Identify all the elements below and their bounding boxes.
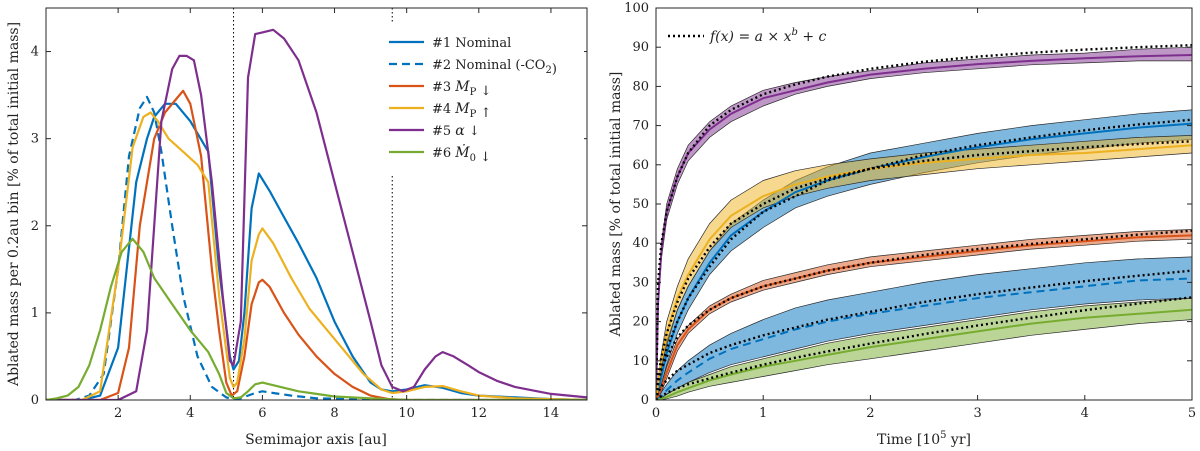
right-series-line-2 xyxy=(656,122,1192,400)
right-series-line-4 xyxy=(656,234,1192,400)
right-series-line-1 xyxy=(656,54,1192,400)
right-ytick-label: 70 xyxy=(632,119,649,134)
left-ytick-label: 3 xyxy=(31,132,39,147)
left-legend-label-2: #2 Nominal (-CO2) xyxy=(432,58,557,77)
right-band-upper-edge-6 xyxy=(656,297,1192,400)
left-x-axis-label: Semimajor axis [au] xyxy=(245,432,387,448)
left-xtick-label: 14 xyxy=(543,406,560,421)
right-ytick-label: 40 xyxy=(632,236,649,251)
left-xtick-label: 4 xyxy=(186,406,194,421)
right-xtick-label: 0 xyxy=(652,406,660,421)
right-ytick-label: 60 xyxy=(632,158,649,173)
left-series-line-5 xyxy=(46,28,587,400)
right-band-upper-edge-5 xyxy=(656,256,1192,400)
right-fit-line-5 xyxy=(656,269,1192,400)
right-fit-line-6 xyxy=(656,296,1192,400)
left-ytick-label: 1 xyxy=(31,306,39,321)
right-series-line-3 xyxy=(656,144,1192,400)
right-xtick-label: 3 xyxy=(973,406,981,421)
right-ytick-label: 10 xyxy=(632,354,649,369)
left-series-line-3 xyxy=(46,89,587,400)
right-band-lower-edge-1 xyxy=(656,60,1192,400)
right-band-6 xyxy=(656,298,1192,400)
left-legend-label-1: #1 Nominal xyxy=(432,36,511,51)
left-legend-label-6: #6 Ṁ0 ↓ xyxy=(432,143,491,165)
right-xtick-label: 4 xyxy=(1081,406,1089,421)
right-ytick-label: 20 xyxy=(632,315,649,330)
right-ytick-label: 80 xyxy=(632,79,649,94)
right-band-upper-edge-4 xyxy=(656,229,1192,400)
right-band-lower-edge-6 xyxy=(656,319,1192,400)
left-xtick-label: 12 xyxy=(471,406,488,421)
right-band-upper-edge-1 xyxy=(656,46,1192,400)
right-legend: f(x) = a × xb + c xyxy=(668,27,827,45)
right-xtick-label: 1 xyxy=(759,406,767,421)
right-ytick-label: 50 xyxy=(632,197,649,212)
left-plot-frame xyxy=(45,7,588,401)
right-x-axis-label: Time [105 yr] xyxy=(877,430,971,448)
right-ytick-label: 90 xyxy=(632,40,649,55)
right-fit-line-1 xyxy=(656,44,1192,400)
right-fit-line-2 xyxy=(656,118,1192,400)
right-xtick-label: 2 xyxy=(866,406,874,421)
left-y-axis-label: Ablated mass per 0.2au bin [% of total i… xyxy=(6,22,22,387)
left-legend-label-4: #4 MP ↑ xyxy=(432,101,491,121)
left-xtick-label: 2 xyxy=(114,406,122,421)
left-xtick-label: 6 xyxy=(258,406,266,421)
left-ytick-label: 4 xyxy=(31,45,39,60)
right-fit-line-3 xyxy=(656,140,1192,400)
left-legend: #1 Nominal #2 Nominal (-CO2) #3 MP ↓#4 MP … xyxy=(384,24,584,174)
right-ytick-label: 30 xyxy=(632,275,649,290)
right-ytick-label: 0 xyxy=(641,393,649,408)
right-ytick-label: 100 xyxy=(624,1,649,16)
right-series-line-6 xyxy=(656,308,1192,400)
left-legend-box xyxy=(384,24,584,174)
right-series-group xyxy=(656,54,1192,400)
right-series-line-5 xyxy=(656,277,1192,400)
right-y-axis-label: Ablated mass [% of total initial mass] xyxy=(608,72,624,338)
left-legend-label-5: #5 α ↓ xyxy=(432,123,480,139)
left-ytick-label: 0 xyxy=(31,393,39,408)
right-band-5 xyxy=(656,256,1192,400)
left-xtick-label: 10 xyxy=(398,406,415,421)
left-xtick-label: 8 xyxy=(330,406,338,421)
right-fits-group xyxy=(656,44,1192,400)
right-xtick-label: 5 xyxy=(1188,406,1196,421)
left-series-group xyxy=(46,28,587,400)
fit-legend-text: f(x) = a × xb + c xyxy=(709,27,827,45)
right-band-upper-edge-3 xyxy=(656,135,1192,400)
left-series-line-6 xyxy=(46,237,587,400)
left-ytick-label: 2 xyxy=(31,219,39,234)
left-series-line-4 xyxy=(46,111,587,400)
left-legend-label-3: #3 MP ↓ xyxy=(432,79,491,99)
